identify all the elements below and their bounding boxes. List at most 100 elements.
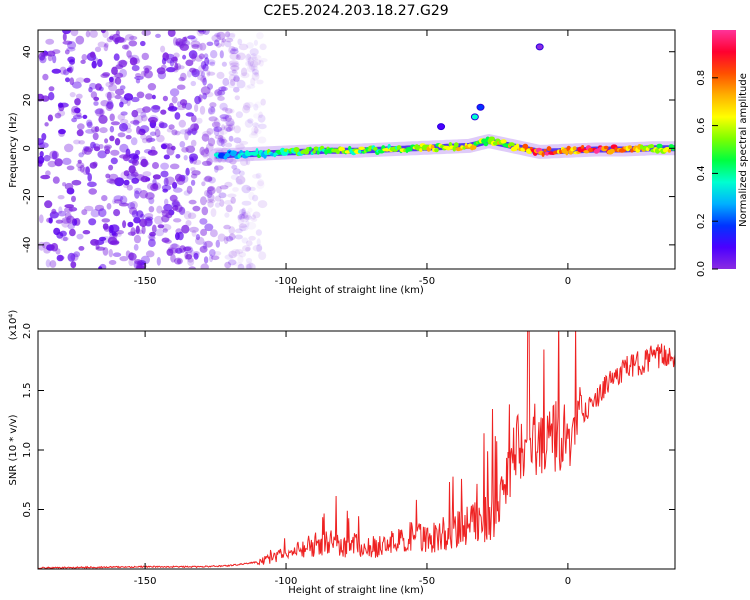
noise-blob	[238, 170, 245, 176]
noise-blob	[185, 112, 195, 117]
noise-blob	[139, 161, 150, 167]
noise-blob	[229, 52, 239, 60]
noise-blob	[190, 80, 197, 87]
noise-blob	[61, 217, 72, 224]
noise-blob	[161, 143, 168, 150]
noise-blob	[123, 179, 130, 186]
ridge-point	[500, 139, 507, 144]
noise-blob	[199, 146, 206, 156]
noise-blob	[194, 104, 199, 112]
noise-blob	[72, 81, 82, 89]
noise-blob	[136, 91, 145, 99]
noise-blob	[130, 137, 138, 146]
noise-blob	[251, 69, 260, 75]
noise-blob	[99, 86, 104, 92]
noise-blob	[163, 177, 169, 187]
noise-blob	[228, 60, 239, 66]
noise-blob	[62, 157, 72, 165]
noise-blob	[66, 47, 76, 52]
noise-blob	[246, 65, 255, 73]
noise-blob	[238, 213, 245, 220]
noise-blob	[74, 107, 81, 114]
noise-blob	[232, 168, 241, 175]
noise-blob	[77, 123, 85, 130]
ridge-point	[581, 145, 585, 150]
noise-blob	[182, 54, 187, 60]
noise-blob	[183, 190, 191, 196]
noise-blob	[41, 133, 47, 141]
noise-blob	[154, 126, 160, 131]
noise-blob	[78, 140, 85, 145]
noise-blob	[93, 96, 100, 101]
noise-blob	[186, 185, 193, 194]
noise-blob	[204, 147, 209, 155]
noise-blob	[108, 260, 117, 265]
x-tick-label: -150	[134, 576, 157, 587]
noise-blob	[161, 57, 167, 65]
noise-blob	[209, 254, 214, 263]
x-tick-label: -50	[419, 276, 435, 287]
noise-blob	[223, 235, 229, 245]
noise-blob	[133, 234, 142, 244]
noise-blob	[172, 181, 178, 189]
noise-blob	[82, 114, 88, 119]
noise-blob	[118, 59, 128, 68]
noise-blob	[255, 229, 262, 236]
noise-blob	[114, 88, 125, 96]
noise-blob	[130, 201, 138, 210]
noise-blob	[256, 238, 261, 247]
y-tick-label: 2.0	[22, 323, 33, 339]
noise-blob	[185, 59, 194, 67]
noise-blob	[229, 32, 236, 38]
noise-blob	[182, 246, 192, 251]
noise-blob	[79, 164, 85, 173]
noise-blob	[198, 65, 205, 73]
noise-blob	[193, 252, 199, 260]
noise-blob	[257, 114, 266, 123]
noise-blob	[191, 44, 200, 49]
noise-blob	[251, 214, 256, 220]
noise-blob	[78, 152, 84, 158]
noise-blob	[174, 204, 183, 213]
noise-blob	[171, 129, 178, 136]
noise-blob	[114, 177, 125, 187]
noise-blob	[150, 104, 161, 113]
noise-blob	[76, 162, 85, 169]
noise-blob	[134, 259, 142, 265]
noise-blob	[216, 186, 222, 194]
noise-blob	[246, 53, 251, 61]
noise-blob	[250, 131, 258, 137]
ridge-point	[609, 148, 616, 154]
noise-blob	[233, 125, 241, 134]
noise-blob	[39, 55, 47, 64]
noise-blob	[220, 116, 227, 122]
noise-blob	[98, 144, 104, 149]
noise-blob	[252, 122, 259, 128]
noise-blob	[176, 105, 186, 111]
noise-blob	[234, 228, 243, 234]
noise-blob	[132, 58, 141, 64]
noise-blob	[66, 165, 75, 171]
noise-blob	[245, 60, 252, 67]
noise-blob	[235, 178, 243, 186]
ridge-point	[293, 147, 300, 153]
noise-blob	[202, 130, 212, 137]
noise-blob	[214, 89, 223, 98]
noise-blob	[237, 255, 244, 264]
noise-blob	[145, 192, 155, 200]
noise-blob	[68, 66, 73, 74]
noise-blob	[202, 77, 207, 86]
noise-blob	[239, 214, 250, 223]
noise-blob	[230, 65, 240, 71]
noise-blob	[190, 179, 196, 186]
noise-blob	[248, 133, 259, 139]
noise-blob	[156, 205, 163, 214]
noise-blob	[207, 200, 214, 208]
noise-blob	[175, 63, 182, 71]
noise-blob	[169, 243, 180, 249]
noise-blob	[119, 119, 129, 124]
noise-blob	[108, 249, 114, 258]
noise-blob	[85, 166, 90, 175]
noise-blob	[40, 174, 51, 180]
snr-y-label: SNR (10 * v/v)	[8, 414, 19, 485]
